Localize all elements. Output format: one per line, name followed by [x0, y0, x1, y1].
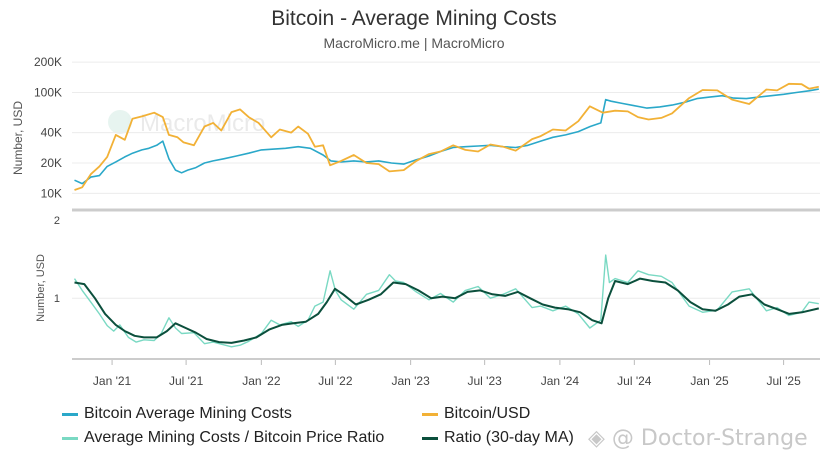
series-line-ratio-30-day-ma — [74, 277, 820, 344]
top-y-tick-label: 20K — [41, 156, 62, 170]
x-tick-label: Jul '24 — [617, 374, 652, 388]
legend-label-ratio: Average Mining Costs / Bitcoin Price Rat… — [84, 429, 385, 446]
bottom-y-tick-label: 2 — [54, 215, 60, 227]
top-y-axis-label: Number, USD — [11, 101, 25, 175]
corner-watermark-text: @ Doctor-Strange — [611, 426, 808, 451]
bottom-panel-y-ticks: 12 — [54, 215, 60, 305]
x-tick-label: Jan '21 — [93, 374, 132, 388]
legend-label-mining-costs: Bitcoin Average Mining Costs — [84, 405, 292, 422]
bottom-panel-series — [73, 254, 820, 348]
legend-item-mining-costs[interactable]: Bitcoin Average Mining Costs — [62, 405, 292, 423]
legend-label-ratio-ma: Ratio (30-day MA) — [444, 429, 574, 446]
x-tick-label: Jan '25 — [690, 374, 729, 388]
corner-watermark: ◈ @ Doctor-Strange — [588, 426, 808, 451]
legend-item-ratio[interactable]: Average Mining Costs / Bitcoin Price Rat… — [62, 429, 384, 447]
top-y-tick-label: 100K — [34, 86, 62, 100]
top-panel-series — [74, 82, 819, 191]
top-panel-gridlines — [72, 61, 820, 194]
chart-subtitle: MacroMicro.me | MacroMicro — [323, 35, 505, 51]
legend-item-bitcoin-usd[interactable]: Bitcoin/USD — [422, 405, 530, 423]
x-axis-ticks: Jan '21 Jul '21 Jan '22 Jul '22 Jan '23 Jul '… — [93, 359, 801, 388]
series-line-average-mining-costs-bitcoin-price-ratio — [73, 254, 819, 348]
x-tick-label: Jul '21 — [169, 374, 204, 388]
legend-swatch-bitcoin-usd — [422, 412, 438, 416]
x-tick-label: Jan '23 — [391, 374, 430, 388]
series-line-bitcoin-average-mining-costs — [74, 88, 819, 185]
top-panel-y-ticks: 10K 20K 40K 100K 200K — [34, 55, 62, 200]
x-tick-label: Jan '22 — [242, 374, 281, 388]
top-y-tick-label: 10K — [41, 186, 62, 200]
series-line-bitcoin-usd — [74, 82, 819, 191]
legend-swatch-ratio — [62, 436, 78, 440]
x-tick-label: Jul '25 — [766, 374, 801, 388]
x-tick-label: Jul '23 — [467, 374, 502, 388]
macromicro-logo-icon — [108, 110, 132, 134]
legend-item-ratio-ma[interactable]: Ratio (30-day MA) — [422, 429, 574, 447]
top-y-tick-label: 40K — [41, 126, 62, 140]
x-tick-label: Jan '24 — [541, 374, 580, 388]
watermark-logo-icon: ◈ — [588, 426, 605, 451]
top-y-tick-label: 200K — [34, 55, 62, 69]
x-tick-label: Jul '22 — [318, 374, 353, 388]
legend-label-bitcoin-usd: Bitcoin/USD — [444, 405, 531, 422]
bottom-y-tick-label: 1 — [54, 293, 60, 305]
chart-title: Bitcoin - Average Mining Costs — [271, 7, 557, 30]
bottom-y-axis-label: Number, USD — [35, 254, 47, 322]
legend-swatch-ratio-ma — [422, 436, 438, 440]
legend-swatch-mining-costs — [62, 412, 78, 416]
